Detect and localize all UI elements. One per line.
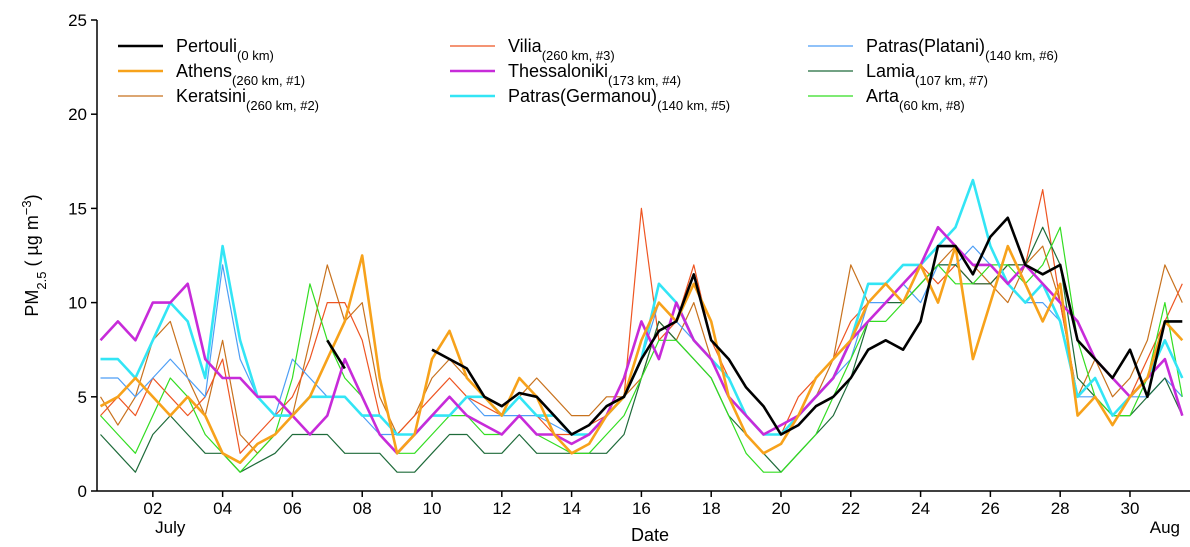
legend-detail: (140 km, #5) [657,98,730,113]
x-tick-label: 18 [702,499,721,518]
x-tick-label: 12 [492,499,511,518]
legend-name: Arta [866,86,900,106]
legend-detail: (107 km, #7) [915,73,988,88]
legend-name: Keratsini [176,86,246,106]
series-line [99,244,1184,464]
legend-detail: (140 km, #6) [985,48,1058,63]
y-tick-label: 15 [68,199,87,218]
x-tick-label: 06 [283,499,302,518]
y-tick-label: 20 [68,105,87,124]
series-line [100,226,1183,473]
legend-label: Pertouli(0 km) [176,36,274,63]
series-line [100,226,1183,473]
legend-name: Patras(Germanou) [508,86,657,106]
legend-label: Patras(Germanou)(140 km, #5) [508,86,730,113]
legend-name: Vilia [508,36,543,56]
x-tick-label: 30 [1121,499,1140,518]
y-axis-label: PM2.5 ( µg m−3) [19,194,49,316]
legend-label: Thessaloniki(173 km, #4) [508,61,681,88]
x-tick-label: 22 [841,499,860,518]
legend-detail: (260 km, #2) [246,98,319,113]
x-tick-label: 28 [1051,499,1070,518]
x-tick-label: 10 [423,499,442,518]
legend-label: Vilia(260 km, #3) [508,36,615,63]
series-line [326,216,1183,436]
y-tick-label: 10 [68,294,87,313]
y-label-part: −3 [19,200,34,215]
y-label-part: PM [22,290,42,317]
x-tick-label: 24 [911,499,930,518]
y-label-part: 2.5 [34,272,49,290]
legend-name: Athens [176,61,232,81]
legend-label: Athens(260 km, #1) [176,61,305,88]
x-tick-label: 08 [353,499,372,518]
legend-name: Thessaloniki [508,61,608,81]
x-axis-label: Date [631,525,669,545]
y-label-part: ) [22,194,42,200]
legend-detail: (60 km, #8) [899,98,965,113]
x-tick-label: 16 [632,499,651,518]
x-tick-label: 02 [143,499,162,518]
x-tick-label: 14 [562,499,581,518]
x-tick-label: 20 [772,499,791,518]
legend-detail: (260 km, #1) [232,73,305,88]
legend-detail: (173 km, #4) [608,73,681,88]
month-label: July [155,518,186,537]
x-tick-label: 26 [981,499,1000,518]
legend-name: Pertouli [176,36,237,56]
y-label-part: ( µg m [22,215,42,271]
legend-name: Patras(Platani) [866,36,985,56]
legend-detail: (260 km, #3) [542,48,615,63]
legend-name: Lamia [866,61,916,81]
month-label: Aug [1150,518,1180,537]
legend-detail: (0 km) [237,48,274,63]
series-line [99,245,1183,454]
series-line [99,225,1184,455]
legend-label: Arta(60 km, #8) [866,86,965,113]
y-tick-label: 5 [78,388,87,407]
legend-label: Lamia(107 km, #7) [866,61,988,88]
legend-label: Keratsini(260 km, #2) [176,86,319,113]
legend-label: Patras(Platani)(140 km, #6) [866,36,1058,63]
x-tick-label: 04 [213,499,232,518]
y-tick-label: 0 [78,482,87,501]
y-tick-label: 25 [68,11,87,30]
